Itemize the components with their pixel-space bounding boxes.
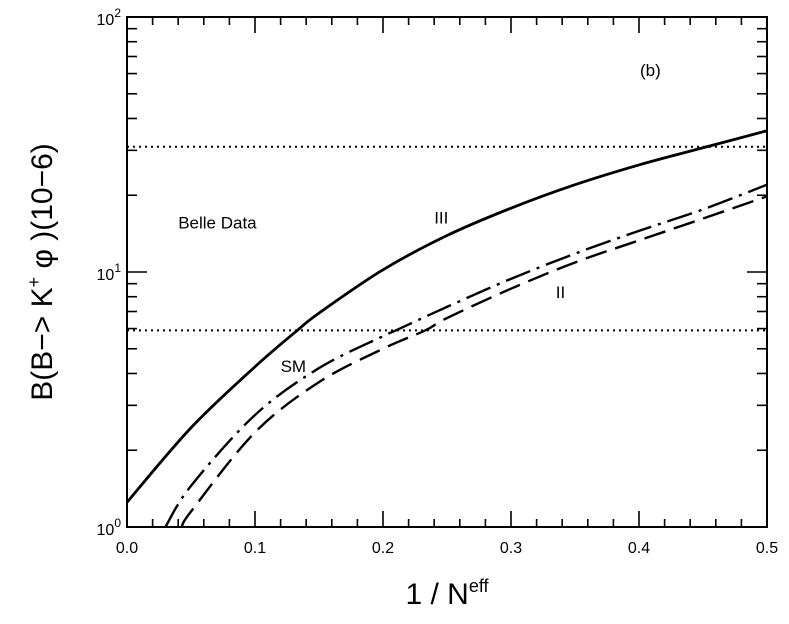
annotation-label: Belle Data (178, 214, 257, 233)
series-line-sm (164, 183, 768, 528)
y-tick-exp: 0 (114, 516, 121, 530)
y-tick-label: 100 (97, 516, 122, 539)
x-tick-label: 0.3 (500, 540, 522, 557)
x-tick-label: 0.0 (116, 540, 138, 557)
plot-frame (126, 16, 768, 528)
x-tick-label: 0.4 (628, 540, 650, 557)
series-line-ii (180, 195, 768, 528)
x-tick-label: 0.2 (372, 540, 394, 557)
panel-label: (b) (640, 61, 661, 80)
y-axis-title-post: φ )(10−6) (26, 143, 59, 277)
annotation-label: SM (281, 357, 307, 376)
x-axis-title-main: 1 / N (405, 578, 468, 611)
y-tick-base: 10 (97, 267, 115, 284)
y-tick-base: 10 (97, 522, 115, 539)
y-tick-exp: 2 (114, 6, 121, 20)
series-line-iii (125, 129, 768, 504)
x-tick-label: 0.5 (756, 540, 778, 557)
y-axis-title: B(B−> K+ φ )(10−6) (24, 143, 59, 401)
y-axis-title-pre: B(B−> K (26, 287, 59, 400)
x-axis-title-sup: eff (469, 576, 490, 596)
y-axis-title-sup: + (24, 277, 44, 288)
series-lines (125, 129, 768, 528)
x-tick-label: 0.1 (244, 540, 266, 557)
y-tick-exp: 1 (114, 261, 121, 275)
reference-lines (127, 145, 767, 332)
annotation-label: III (434, 208, 448, 227)
y-tick-label: 102 (97, 6, 122, 29)
y-tick-label: 101 (97, 261, 122, 284)
axis-ticks (126, 17, 768, 528)
annotation-label: II (556, 283, 565, 302)
y-tick-base: 10 (97, 12, 115, 29)
x-axis-title: 1 / Neff (405, 576, 489, 611)
